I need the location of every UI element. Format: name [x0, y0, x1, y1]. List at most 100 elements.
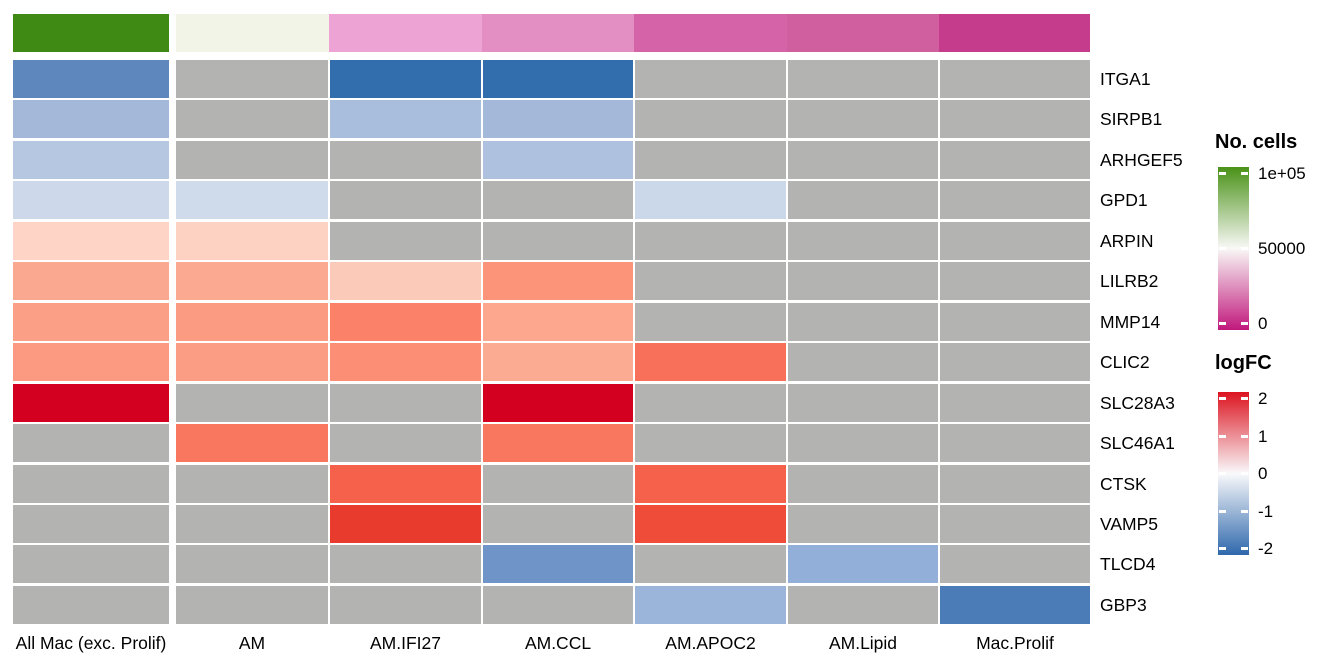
- colorbar-tick-mark: [1241, 247, 1248, 250]
- heatmap-cell: [12, 423, 170, 463]
- heatmap-cell: [482, 99, 634, 139]
- heatmap-cell: [12, 180, 170, 220]
- heatmap-cell: [787, 383, 939, 423]
- heatmap-cell: [787, 423, 939, 463]
- heatmap-cell: [634, 261, 787, 301]
- heatmap-cell: [329, 59, 482, 99]
- heatmap-cell: [939, 140, 1091, 180]
- annotation-cell: [176, 14, 329, 52]
- heatmap-cell: [787, 544, 939, 584]
- column-label: Mac.Prolif: [976, 633, 1054, 653]
- heatmap-cell: [12, 221, 170, 261]
- heatmap-cell: [329, 221, 482, 261]
- heatmap-cell: [329, 383, 482, 423]
- heatmap-cell: [175, 180, 329, 220]
- colorbar-tick-label: 2: [1258, 389, 1268, 408]
- heatmap-cell: [787, 59, 939, 99]
- heatmap-cell: [329, 544, 482, 584]
- heatmap-cell: [482, 140, 634, 180]
- heatmap-cell: [482, 342, 634, 382]
- heatmap-cell: [634, 544, 787, 584]
- heatmap-cell: [634, 585, 787, 625]
- heatmap-cell: [939, 544, 1091, 584]
- heatmap-cell: [939, 59, 1091, 99]
- heatmap-cell: [12, 99, 170, 139]
- colorbar-tick-label: 1e+05: [1258, 164, 1306, 183]
- heatmap-cell: [939, 504, 1091, 544]
- row-label: SLC28A3: [1100, 393, 1175, 413]
- heatmap-cell: [482, 180, 634, 220]
- heatmap-cell: [939, 342, 1091, 382]
- colorbar-tick-label: -2: [1258, 539, 1274, 558]
- row-label: SIRPB1: [1100, 109, 1163, 129]
- annotation-cell: [634, 14, 787, 52]
- heatmap-cell: [12, 302, 170, 342]
- row-label: CLIC2: [1100, 352, 1150, 372]
- heatmap-cell: [175, 585, 329, 625]
- colorbar-tick-label: 50000: [1258, 239, 1306, 258]
- heatmap-cell: [634, 383, 787, 423]
- heatmap-cell: [787, 180, 939, 220]
- heatmap-cell: [482, 221, 634, 261]
- heatmap-cell: [939, 302, 1091, 342]
- heatmap-cell: [12, 261, 170, 301]
- heatmap-cell: [175, 464, 329, 504]
- heatmap-cell: [329, 180, 482, 220]
- heatmap-cell: [329, 99, 482, 139]
- heatmap-cell: [787, 342, 939, 382]
- heatmap-cell: [787, 504, 939, 544]
- heatmap-cell: [175, 140, 329, 180]
- row-label: GPD1: [1100, 190, 1148, 210]
- heatmap-cell: [634, 302, 787, 342]
- colorbar-tick-mark: [1219, 397, 1226, 400]
- column-label: AM.CCL: [524, 633, 592, 653]
- row-label: GBP3: [1100, 595, 1147, 615]
- heatmap-cell: [939, 99, 1091, 139]
- heatmap-cell: [175, 302, 329, 342]
- heatmap-cell: [634, 180, 787, 220]
- heatmap-cell: [12, 140, 170, 180]
- heatmap-cell: [634, 423, 787, 463]
- heatmap-cell: [12, 59, 170, 99]
- colorbar-tick-mark: [1241, 397, 1248, 400]
- column-label: All Mac (exc. Prolif): [15, 633, 167, 653]
- column-label: AM: [238, 633, 266, 653]
- row-label: TLCD4: [1100, 554, 1156, 574]
- heatmap-cell: [12, 464, 170, 504]
- heatmap-cell: [634, 464, 787, 504]
- annotation-cell: [13, 14, 169, 52]
- heatmap-cell: [175, 221, 329, 261]
- heatmap-cell: [12, 383, 170, 423]
- legend-no-cells-title: No. cells: [1215, 131, 1298, 153]
- heatmap-cell: [329, 585, 482, 625]
- heatmap-cell: [175, 383, 329, 423]
- heatmap-cell: [482, 59, 634, 99]
- column-label: AM.Lipid: [828, 633, 898, 653]
- heatmap-cell: [329, 342, 482, 382]
- heatmap-cell: [329, 464, 482, 504]
- colorbar-tick-mark: [1241, 434, 1248, 438]
- annotation-cell: [939, 14, 1090, 52]
- colorbar-tick-mark: [1219, 247, 1226, 250]
- heatmap-cell: [329, 261, 482, 301]
- heatmap-cell: [12, 342, 170, 382]
- colorbar-tick-mark: [1241, 509, 1248, 513]
- heatmap-cell: [482, 585, 634, 625]
- legend-logfc-title: logFC: [1215, 352, 1272, 374]
- colorbar-tick-mark: [1219, 547, 1226, 550]
- heatmap-cell: [787, 464, 939, 504]
- heatmap-cell: [482, 261, 634, 301]
- heatmap-cell: [634, 221, 787, 261]
- heatmap-cell: [175, 261, 329, 301]
- heatmap-cell: [175, 59, 329, 99]
- heatmap-cell: [787, 261, 939, 301]
- colorbar-tick-mark: [1219, 509, 1226, 513]
- row-label: ARPIN: [1100, 231, 1154, 251]
- heatmap-cell: [482, 383, 634, 423]
- heatmap-cell: [634, 59, 787, 99]
- colorbar-tick-mark: [1219, 322, 1226, 325]
- colorbar-tick-label: 1: [1258, 426, 1268, 446]
- heatmap-cell: [634, 140, 787, 180]
- heatmap-cell: [787, 140, 939, 180]
